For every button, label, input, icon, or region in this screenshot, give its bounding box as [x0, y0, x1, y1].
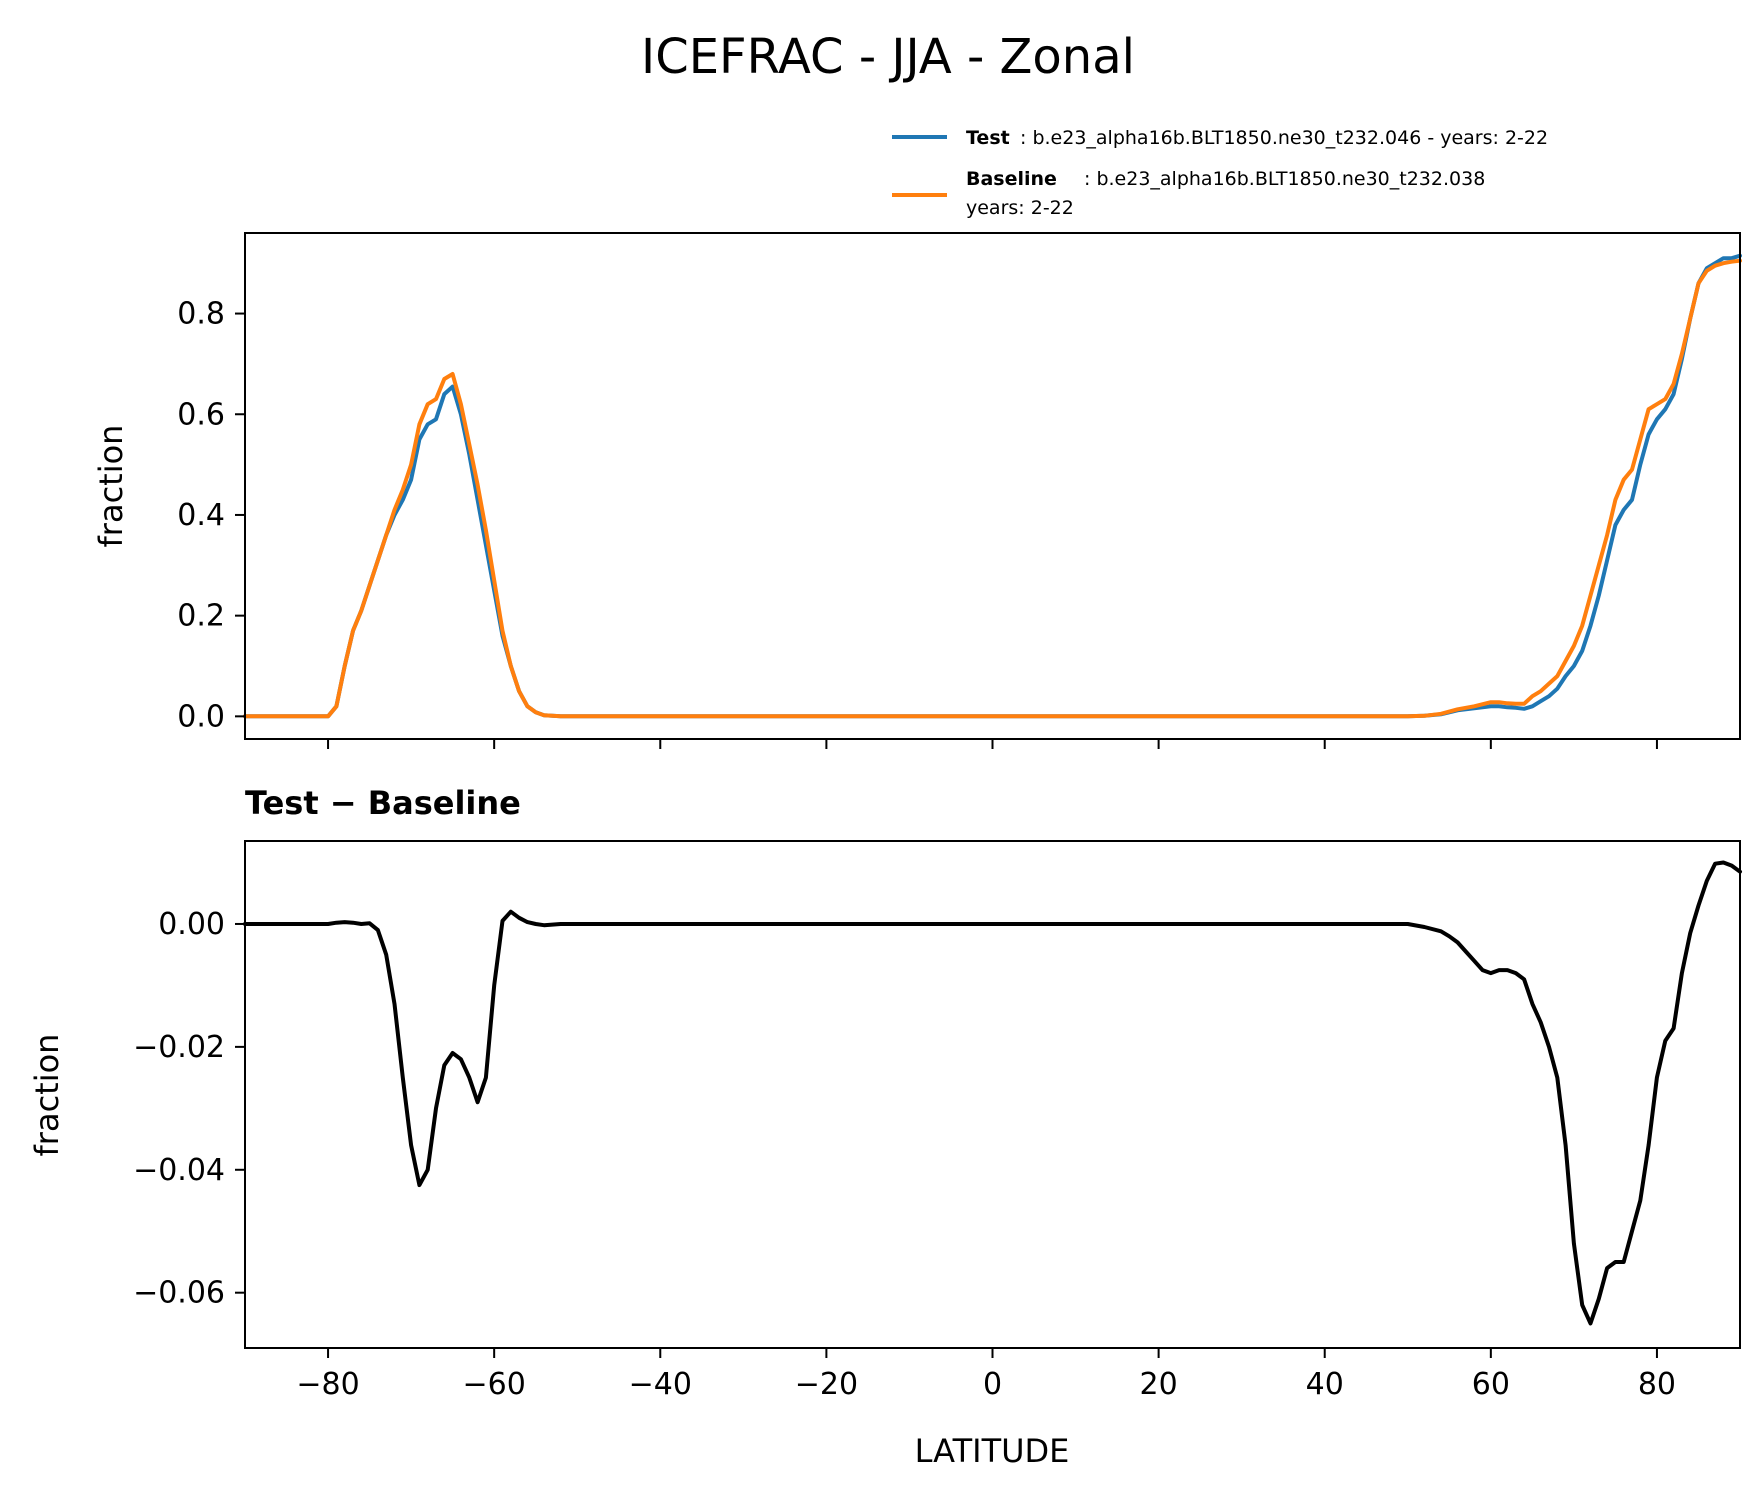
top-series-line-baseline [243, 258, 1742, 719]
top-series-line-test [243, 253, 1742, 719]
bottom-y-ticks: 0.00 −0.02 −0.04 −0.06 [133, 907, 245, 1311]
top-y-tick-label: 0.0 [177, 699, 225, 734]
bottom-plot-frame [244, 840, 1741, 1349]
top-y-tick-label: 0.6 [177, 397, 225, 432]
bottom-y-tick-label: −0.02 [133, 1030, 225, 1065]
legend: Test : b.e23_alpha16b.BLT1850.ne30_t232.… [892, 127, 1548, 219]
bottom-x-tick-label: 0 [983, 1367, 1002, 1402]
top-y-ticks: 0.0 0.2 0.4 0.6 0.8 [177, 297, 245, 734]
legend-name-baseline: Baseline [966, 168, 1057, 190]
bottom-y-tick-label: −0.04 [133, 1153, 225, 1188]
legend-name-test: Test [966, 127, 1010, 149]
bottom-series-group [243, 860, 1742, 1326]
top-y-tick-label: 0.2 [177, 599, 225, 634]
bottom-x-tick-label: 80 [1638, 1367, 1676, 1402]
panel-top: 0.0 0.2 0.4 0.6 0.8 fraction [92, 232, 1742, 749]
panel-bottom: Test − Baseline 0.00−0.02−0.04−0.06 −80−… [28, 784, 1742, 1470]
bottom-x-tick-label: −40 [629, 1367, 692, 1402]
x-axis-label: LATITUDE [915, 1432, 1070, 1470]
bottom-x-ticks: −80 −60 −40 −20 0 20 40 60 80 [296, 1348, 1676, 1402]
bottom-y-tick-label: 0.00 [158, 907, 225, 942]
bottom-x-tick-label: −80 [296, 1367, 359, 1402]
chart-title: ICEFRAC - JJA - Zonal [641, 29, 1135, 85]
legend-text-baseline: : b.e23_alpha16b.BLT1850.ne30_t232.038 [1084, 168, 1485, 190]
bottom-x-tick-label: 60 [1472, 1367, 1510, 1402]
bottom-x-tick-label: −20 [795, 1367, 858, 1402]
bottom-series-line-test-baseline [243, 860, 1742, 1326]
bottom-panel-title: Test − Baseline [245, 784, 521, 822]
bottom-y-tick-label: −0.06 [133, 1276, 225, 1311]
bottom-x-tick-label: 20 [1140, 1367, 1178, 1402]
top-y-axis-label: fraction [92, 425, 130, 548]
bottom-x-tick-label: −60 [463, 1367, 526, 1402]
top-x-ticks [327, 739, 1658, 749]
bottom-y-axis-label: fraction [28, 1034, 66, 1157]
top-plot-frame [244, 232, 1741, 740]
legend-text-test: : b.e23_alpha16b.BLT1850.ne30_t232.046 -… [1020, 127, 1548, 149]
top-y-tick-label: 0.8 [177, 297, 225, 332]
legend-text-baseline-years: years: 2-22 [966, 197, 1074, 219]
bottom-x-tick-label: 40 [1306, 1367, 1344, 1402]
top-series-group [243, 253, 1742, 719]
top-y-tick-label: 0.4 [177, 498, 225, 533]
